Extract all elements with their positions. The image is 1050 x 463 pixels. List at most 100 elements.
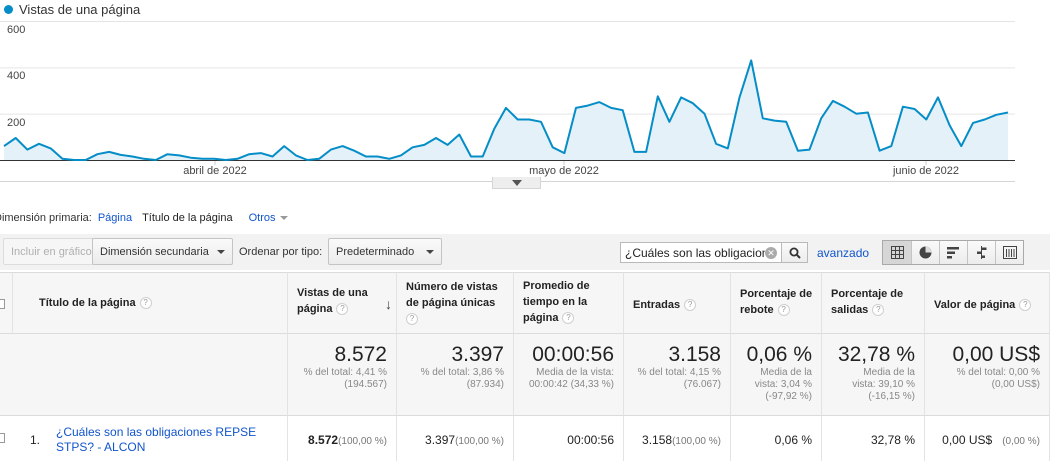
view-performance-button[interactable] bbox=[939, 241, 967, 264]
column-header-page-value[interactable]: Valor de página? bbox=[925, 272, 1050, 334]
table-row-page-value: 0,00 US$ (0,00 %) bbox=[925, 416, 1050, 461]
help-icon[interactable]: ? bbox=[562, 312, 575, 325]
column-header-entrances[interactable]: Entradas? bbox=[624, 272, 731, 334]
help-icon[interactable]: ? bbox=[406, 313, 418, 326]
column-header-avg-time[interactable]: Promedio de tiempo en la página? bbox=[514, 272, 624, 334]
help-icon[interactable]: ? bbox=[684, 299, 697, 312]
entrances-value: 3.158 bbox=[642, 433, 673, 447]
clear-search-icon[interactable]: ✕ bbox=[765, 246, 777, 259]
column-header-label: Vistas de una página bbox=[297, 287, 368, 315]
caret-down-icon bbox=[426, 249, 435, 254]
total-value: 00:00:56 bbox=[532, 343, 614, 366]
dimension-option-page-title[interactable]: Título de la página bbox=[142, 212, 233, 224]
advanced-filter-link[interactable]: avanzado bbox=[817, 246, 870, 260]
total-value: 0,00 US$ bbox=[952, 343, 1040, 366]
total-subtext: % del total: 0,00 % (0,00 US$) bbox=[956, 367, 1040, 390]
cell-value: 3.397(100,00 %) bbox=[425, 433, 504, 447]
row-select-cell bbox=[0, 416, 13, 461]
column-header-label: Título de la página bbox=[39, 297, 136, 309]
page-value-percentage: (0,00 %) bbox=[1002, 436, 1040, 447]
grid-table-icon bbox=[890, 246, 904, 259]
series-color-dot bbox=[4, 5, 13, 14]
chevron-down-icon bbox=[511, 179, 522, 186]
cell-value: 3.158(100,00 %) bbox=[642, 433, 721, 447]
x-tick-label: mayo de 2022 bbox=[529, 165, 599, 177]
column-header-label: Valor de página bbox=[934, 299, 1016, 311]
column-header-bounce-rate[interactable]: Porcentaje de rebote? bbox=[731, 272, 822, 334]
total-exit-rate: 32,78 % Media de la vista: 39,10 % (-16,… bbox=[822, 334, 925, 416]
total-subtext: % del total: 3,86 % (87.934) bbox=[420, 367, 504, 390]
comparison-icon bbox=[977, 246, 987, 259]
unique-pageviews-value: 3.397 bbox=[425, 433, 456, 447]
table-row-avg-time: 00:00:56 bbox=[514, 416, 624, 461]
caret-down-icon bbox=[216, 249, 225, 254]
pageviews-percentage: (100,00 %) bbox=[338, 436, 387, 447]
sort-type-dropdown[interactable]: Predeterminado bbox=[328, 238, 443, 265]
total-value: 8.572 bbox=[334, 343, 387, 366]
view-percentage-button[interactable] bbox=[911, 241, 939, 264]
help-icon[interactable]: ? bbox=[1019, 299, 1032, 312]
column-header-label: Promedio de tiempo en la página bbox=[523, 280, 590, 324]
view-pivot-button[interactable] bbox=[995, 241, 1023, 264]
search-input-value: ¿Cuáles son las obligacion bbox=[625, 245, 765, 260]
total-value: 0,06 % bbox=[746, 343, 812, 366]
dimension-option-page[interactable]: Página bbox=[97, 212, 133, 224]
search-icon bbox=[789, 247, 801, 259]
page-title-link[interactable]: ¿Cuáles son las obligaciones REPSE STPS?… bbox=[56, 425, 257, 454]
total-unique-pageviews: 3.397 % del total: 3,86 % (87.934) bbox=[397, 334, 514, 416]
total-value: 3.158 bbox=[668, 343, 721, 366]
row-index: 1. bbox=[30, 433, 41, 447]
sort-type-value: Predeterminado bbox=[336, 245, 415, 258]
help-icon[interactable]: ? bbox=[872, 304, 885, 317]
view-comparison-button[interactable] bbox=[967, 241, 995, 264]
total-entrances: 3.158 % del total: 4,15 % (76.067) bbox=[624, 334, 731, 416]
y-tick-label: 400 bbox=[7, 70, 26, 82]
x-tick-label: abril de 2022 bbox=[183, 165, 247, 177]
column-header-page-title[interactable]: Título de la página? bbox=[13, 272, 288, 334]
secondary-dimension-label: Dimensión secundaria bbox=[100, 245, 209, 258]
caret-down-icon bbox=[279, 216, 288, 220]
select-all-column bbox=[0, 272, 13, 334]
sort-descending-icon: ↓ bbox=[385, 296, 392, 312]
chart-collapse-handle[interactable] bbox=[492, 177, 541, 189]
total-subtext: Media de la vista: 39,10 % (-16,15 %) bbox=[852, 367, 915, 402]
column-header-exit-rate[interactable]: Porcentaje de salidas? bbox=[822, 272, 925, 334]
total-bounce-rate: 0,06 % Media de la vista: 3,04 % (-97,92… bbox=[731, 334, 822, 416]
column-header-unique-pageviews[interactable]: Número de vistas de página únicas? bbox=[397, 272, 514, 334]
sort-type-label: Ordenar por tipo: bbox=[239, 246, 323, 258]
total-avg-time: 00:00:56 Media de la vista: 00:00:42 (34… bbox=[514, 334, 624, 416]
cell-value: 0,00 US$ (0,00 %) bbox=[942, 433, 1040, 447]
pie-chart-icon bbox=[919, 246, 932, 259]
line-chart[interactable] bbox=[0, 0, 1050, 185]
help-icon[interactable]: ? bbox=[336, 303, 349, 316]
page-value: 0,00 US$ bbox=[942, 433, 993, 447]
row-checkbox[interactable] bbox=[0, 433, 5, 443]
y-tick-label: 600 bbox=[7, 24, 26, 36]
totals-label-cell bbox=[0, 334, 288, 416]
table-row-title-cell: 1. ¿Cuáles son las obligaciones REPSE ST… bbox=[13, 416, 288, 461]
primary-dimension-selector: Dimensión primaria: Página Título de la … bbox=[0, 212, 288, 224]
table-search-input[interactable]: ¿Cuáles son las obligacion ✕ bbox=[620, 242, 782, 263]
y-tick-label: 200 bbox=[7, 117, 26, 129]
avg-time-value: 00:00:56 bbox=[567, 433, 614, 447]
column-header-label: Entradas bbox=[633, 299, 681, 311]
pivot-table-icon bbox=[1002, 246, 1017, 259]
total-pageviews: 8.572 % del total: 4,41 % (194.567) bbox=[288, 334, 397, 416]
plot-rows-button[interactable]: Incluir en gráfico bbox=[3, 238, 100, 265]
select-all-checkbox[interactable] bbox=[0, 299, 5, 309]
help-icon[interactable]: ? bbox=[777, 304, 790, 317]
total-subtext: % del total: 4,15 % (76.067) bbox=[637, 367, 721, 390]
table-view-selector bbox=[882, 240, 1024, 265]
table-row-exit-rate: 32,78 % bbox=[822, 416, 925, 461]
table-row-pageviews: 8.572(100,00 %) bbox=[288, 416, 397, 461]
column-header-pageviews[interactable]: Vistas de una página? ↓ bbox=[288, 272, 397, 334]
chart-legend: Vistas de una página bbox=[4, 2, 140, 17]
column-header-label: Número de vistas de página únicas bbox=[406, 281, 498, 309]
x-tick-label: junio de 2022 bbox=[892, 165, 960, 177]
secondary-dimension-dropdown[interactable]: Dimensión secundaria bbox=[92, 238, 233, 265]
dimension-other-label: Otros bbox=[248, 212, 276, 224]
search-button[interactable] bbox=[781, 242, 808, 263]
view-data-button[interactable] bbox=[883, 241, 911, 264]
dimension-other-dropdown[interactable]: Otros bbox=[249, 212, 288, 224]
help-icon[interactable]: ? bbox=[139, 297, 152, 310]
